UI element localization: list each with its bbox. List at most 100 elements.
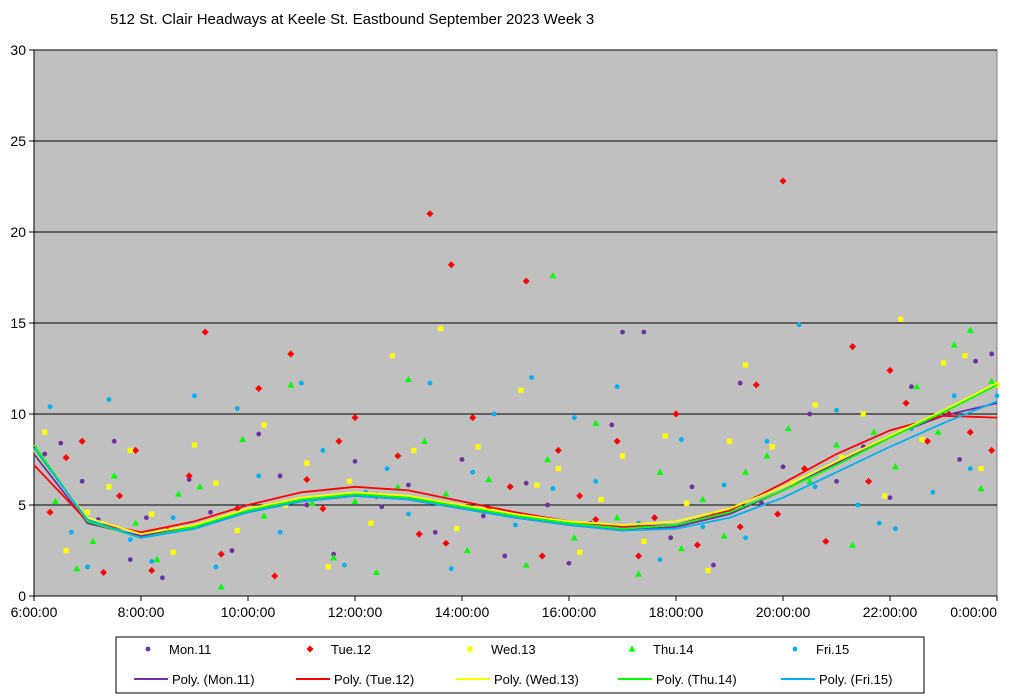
data-point — [743, 535, 748, 541]
data-point — [427, 380, 433, 386]
data-point — [373, 568, 380, 575]
data-point — [892, 526, 898, 532]
data-point — [447, 261, 455, 269]
data-point — [58, 440, 64, 446]
data-point — [689, 484, 695, 490]
data-point — [822, 537, 830, 545]
data-point — [570, 534, 578, 541]
data-point — [849, 541, 856, 548]
data-point — [303, 476, 311, 484]
data-point — [807, 411, 813, 417]
data-point — [394, 452, 402, 460]
data-point — [78, 437, 86, 445]
chart-title: 512 St. Clair Headways at Keele St. East… — [110, 11, 594, 28]
y-tick-label: 30 — [10, 42, 26, 58]
data-point — [950, 341, 958, 348]
data-point — [411, 447, 417, 453]
data-point — [951, 393, 957, 399]
legend-marker-wed-13 — [467, 646, 473, 652]
data-point — [619, 453, 626, 459]
data-point — [116, 492, 124, 500]
data-point — [415, 530, 423, 538]
data-point — [160, 575, 165, 581]
data-point — [635, 552, 643, 560]
data-point — [988, 446, 996, 454]
data-point — [475, 444, 481, 450]
data-point — [217, 583, 225, 590]
legend-trend-label-mon-11: Poly. (Mon.11) — [172, 672, 255, 687]
data-point — [780, 464, 786, 470]
data-point — [459, 457, 465, 462]
data-point — [143, 515, 149, 521]
data-point — [934, 428, 942, 435]
trendline-fri-15 — [33, 400, 998, 539]
data-point — [973, 358, 978, 364]
data-point — [277, 529, 283, 535]
data-point — [213, 480, 219, 486]
data-point — [127, 557, 133, 562]
data-point — [106, 484, 112, 490]
x-tick-label: 14:00:00 — [435, 604, 490, 620]
data-point — [620, 329, 625, 335]
legend-marker-fri-15 — [792, 646, 798, 652]
legend-trend-label-thu-14: Poly. (Thu.14) — [656, 672, 737, 687]
x-tick-label: 12:00:00 — [328, 604, 383, 620]
y-tick-label: 10 — [10, 406, 26, 422]
data-point — [720, 532, 728, 539]
legend-label-wed-13: Wed.13 — [491, 642, 536, 657]
data-point — [534, 482, 540, 488]
data-point — [855, 502, 861, 508]
data-point — [763, 452, 771, 459]
y-tick-label: 5 — [18, 497, 26, 513]
data-point — [448, 566, 454, 572]
data-point — [69, 529, 74, 535]
data-point — [518, 387, 524, 393]
data-point — [132, 446, 140, 454]
data-point — [957, 457, 962, 462]
data-point — [668, 535, 674, 541]
data-point — [865, 477, 873, 485]
data-point — [405, 375, 412, 383]
data-point — [406, 511, 411, 517]
data-point — [261, 422, 267, 428]
data-point — [577, 549, 583, 555]
data-point — [208, 509, 213, 515]
data-point — [335, 437, 343, 445]
data-point — [330, 554, 337, 561]
data-point — [988, 377, 996, 384]
legend-marker-tue-12 — [306, 645, 314, 653]
data-point — [966, 428, 974, 436]
data-point — [684, 500, 690, 506]
data-point — [438, 325, 444, 332]
data-point — [170, 515, 176, 521]
legend-box — [115, 636, 925, 694]
data-point — [923, 437, 931, 445]
x-tick-label: 6:00:00 — [11, 604, 58, 620]
data-point — [538, 552, 546, 560]
data-point — [341, 562, 347, 568]
data-point — [432, 529, 438, 535]
y-tick-label: 0 — [18, 588, 26, 604]
data-point — [693, 541, 701, 549]
data-point — [287, 350, 295, 358]
data-point — [779, 177, 787, 185]
data-point — [796, 322, 802, 328]
trendline-thu-14 — [33, 384, 998, 539]
data-point — [304, 460, 310, 466]
data-point — [42, 429, 48, 435]
data-point — [977, 485, 985, 492]
data-point — [52, 497, 59, 504]
data-point — [662, 433, 668, 439]
data-point — [978, 466, 984, 472]
data-point — [106, 397, 112, 402]
data-point — [513, 522, 518, 528]
data-point — [325, 564, 331, 570]
x-axis: 6:00:00 8:00:00 10:00:00 12:00:00 14:00:00 16… — [11, 595, 998, 620]
data-point — [454, 526, 460, 532]
data-point — [554, 446, 562, 454]
data-point — [304, 502, 310, 508]
data-point — [320, 448, 326, 453]
data-point — [592, 516, 600, 524]
trendline-tue-12 — [33, 414, 998, 534]
